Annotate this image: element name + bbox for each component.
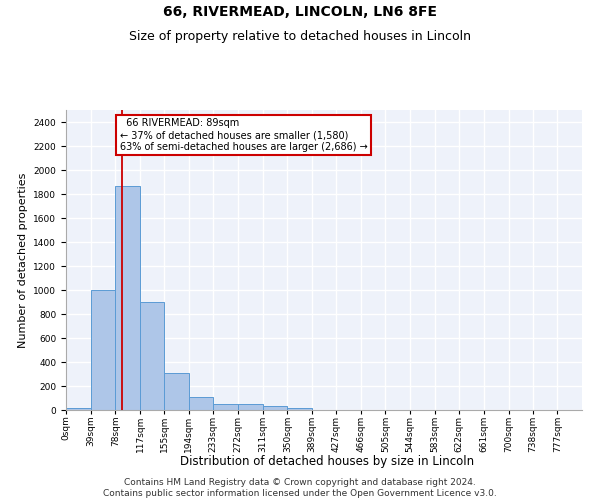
Bar [287, 408, 312, 410]
Text: Distribution of detached houses by size in Lincoln: Distribution of detached houses by size … [180, 455, 474, 468]
Text: Size of property relative to detached houses in Lincoln: Size of property relative to detached ho… [129, 30, 471, 43]
Bar [238, 404, 263, 410]
Bar [91, 290, 115, 410]
Bar [263, 406, 287, 410]
Bar [214, 404, 238, 410]
Bar [66, 408, 91, 410]
Bar [140, 302, 164, 410]
Text: 66, RIVERMEAD, LINCOLN, LN6 8FE: 66, RIVERMEAD, LINCOLN, LN6 8FE [163, 5, 437, 19]
Text: Contains HM Land Registry data © Crown copyright and database right 2024.
Contai: Contains HM Land Registry data © Crown c… [103, 478, 497, 498]
Bar [188, 398, 214, 410]
Bar [115, 186, 140, 410]
Y-axis label: Number of detached properties: Number of detached properties [18, 172, 28, 348]
Text: 66 RIVERMEAD: 89sqm
← 37% of detached houses are smaller (1,580)
63% of semi-det: 66 RIVERMEAD: 89sqm ← 37% of detached ho… [120, 118, 367, 152]
Bar [164, 373, 188, 410]
